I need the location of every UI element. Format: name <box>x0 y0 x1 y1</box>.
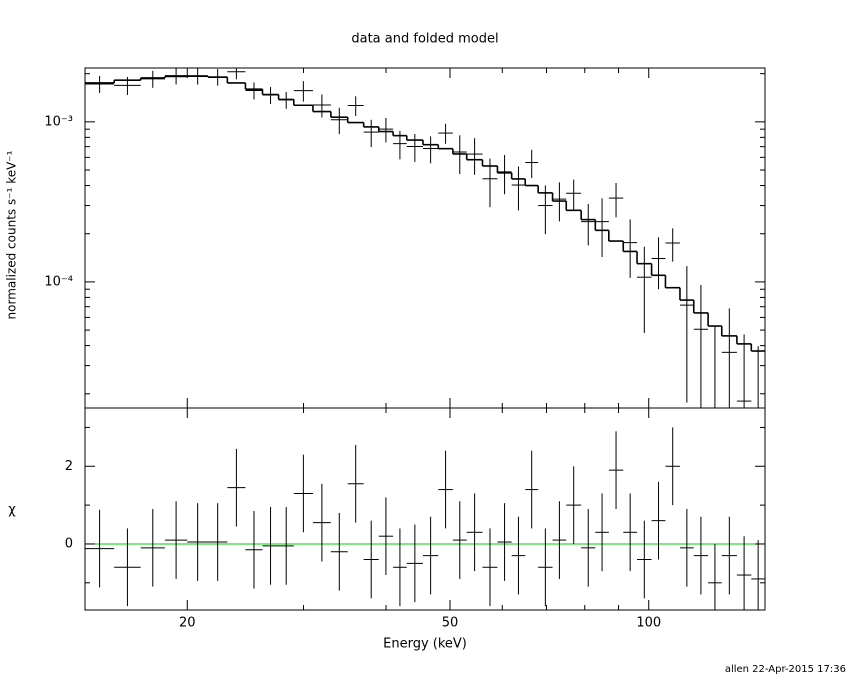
y-axis-label: normalized counts s⁻¹ keV⁻¹ <box>5 150 19 319</box>
y-tick-label: 2 <box>65 459 73 474</box>
axes: 20 50 100 10⁻³ 10⁻⁴ 0 2 <box>44 68 765 631</box>
x-tick-label: 100 <box>636 616 661 631</box>
y-tick-label: 0 <box>65 536 73 551</box>
y-tick-label: 10⁻⁴ <box>44 274 73 289</box>
x-tick-label: 50 <box>442 616 459 631</box>
y-tick-label: 10⁻³ <box>44 114 73 129</box>
chart-title: data and folded model <box>351 32 498 47</box>
footer: allen 22-Apr-2015 17:36 <box>725 664 846 675</box>
panel-frame <box>84 67 766 409</box>
panel-frame <box>84 407 766 611</box>
spectrum-panel <box>85 68 765 408</box>
x-tick-label: 20 <box>179 616 196 631</box>
residual-panel <box>85 427 765 610</box>
y-axis-label: χ <box>8 503 16 518</box>
x-axis-label: Energy (keV) <box>383 637 467 652</box>
